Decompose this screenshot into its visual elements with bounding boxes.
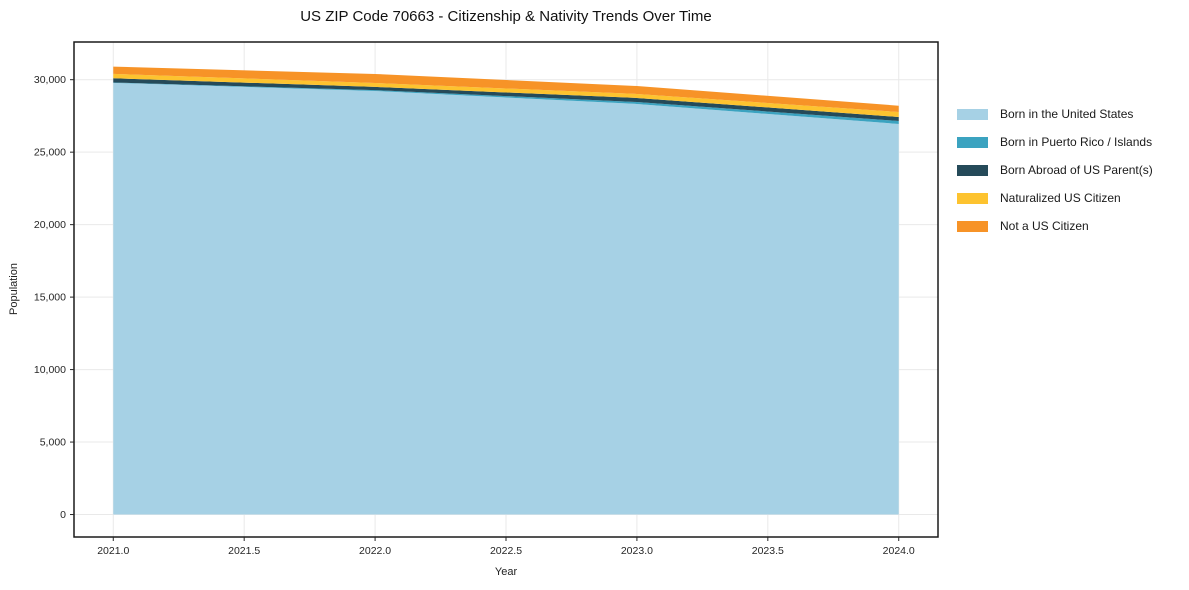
svg-text:15,000: 15,000 (34, 292, 66, 304)
legend-label-born-in-us: Born in the United States (1000, 107, 1134, 121)
svg-text:10,000: 10,000 (34, 364, 66, 376)
legend-item-born-in-us: Born in the United States (957, 100, 1153, 128)
x-axis-label: Year (494, 566, 518, 578)
svg-text:2022.0: 2022.0 (359, 545, 391, 557)
svg-text:25,000: 25,000 (34, 147, 66, 159)
svg-text:2021.5: 2021.5 (228, 545, 260, 557)
chart-title: US ZIP Code 70663 - Citizenship & Nativi… (300, 8, 712, 25)
legend-label-not-citizen: Not a US Citizen (1000, 219, 1089, 233)
svg-text:2024.0: 2024.0 (883, 545, 915, 557)
legend-item-born-abroad: Born Abroad of US Parent(s) (957, 156, 1153, 184)
legend-swatch-born-abroad (957, 164, 988, 176)
svg-text:2023.5: 2023.5 (752, 545, 784, 557)
legend-swatch-not-citizen (957, 220, 988, 232)
legend-item-born-pr-islands: Born in Puerto Rico / Islands (957, 128, 1153, 156)
svg-text:0: 0 (60, 509, 66, 521)
legend-item-not-citizen: Not a US Citizen (957, 212, 1153, 240)
legend-label-born-abroad: Born Abroad of US Parent(s) (1000, 163, 1153, 177)
legend: Born in the United States Born in Puerto… (957, 100, 1153, 240)
svg-text:2021.0: 2021.0 (97, 545, 129, 557)
legend-swatch-naturalized (957, 192, 988, 204)
legend-label-born-pr-islands: Born in Puerto Rico / Islands (1000, 135, 1153, 149)
svg-text:2023.0: 2023.0 (621, 545, 653, 557)
legend-swatch-born-pr-islands (957, 136, 988, 148)
svg-text:5,000: 5,000 (40, 437, 66, 449)
svg-text:2022.5: 2022.5 (490, 545, 522, 557)
legend-swatch-born-in-us (957, 108, 988, 120)
svg-text:30,000: 30,000 (34, 74, 66, 86)
legend-label-naturalized: Naturalized US Citizen (1000, 191, 1121, 205)
svg-text:20,000: 20,000 (34, 219, 66, 231)
legend-item-naturalized: Naturalized US Citizen (957, 184, 1153, 212)
